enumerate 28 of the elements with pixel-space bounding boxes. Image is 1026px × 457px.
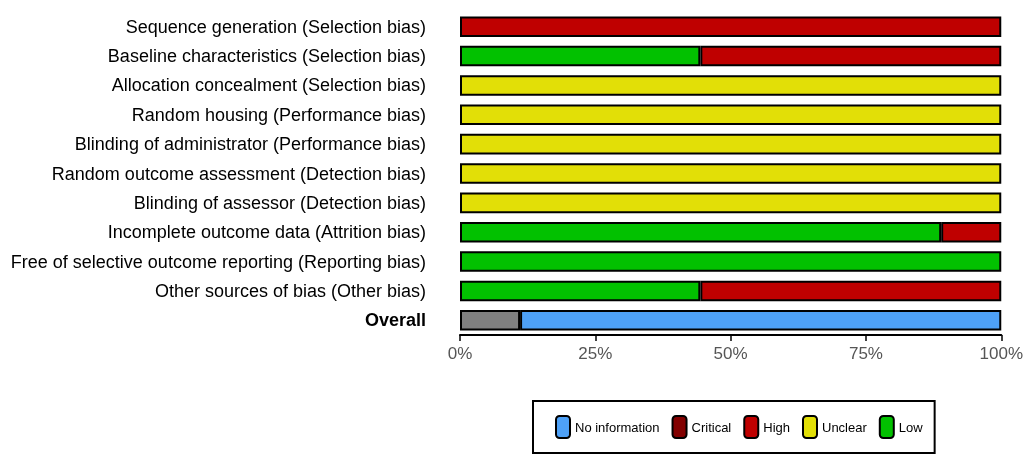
x-tick-label: 50%: [713, 344, 748, 363]
y-tick-label: Other sources of bias (Other bias): [154, 280, 426, 301]
x-tick-label: 75%: [848, 344, 883, 363]
legend-label: High: [763, 419, 791, 435]
legend-label: Low: [898, 419, 924, 435]
y-tick-label: Blinding of assessor (Detection bias): [133, 192, 426, 213]
x-tick-label: 0%: [447, 344, 473, 363]
y-tick-label: Incomplete outcome data (Attrition bias): [107, 222, 426, 243]
bar: [460, 75, 1002, 96]
legend-label: Unclear: [822, 419, 868, 435]
y-tick-label: Random outcome assessment (Detection bias): [51, 163, 426, 184]
bar: [460, 133, 1002, 155]
legend-label: No information: [575, 419, 660, 435]
y-tick-label: Sequence generation (Selection bias): [125, 16, 426, 37]
bar: [460, 16, 1002, 37]
y-tick-label: Free of selective outcome reporting (Reporting bias): [10, 251, 426, 272]
y-tick-label: Baseline characteristics (Selection bias): [107, 46, 426, 67]
y-tick-label: Blinding of administrator (Performance bias): [74, 134, 426, 155]
y-tick-label: Random housing (Performance bias): [131, 104, 426, 125]
y-tick-label: Overall: [364, 310, 426, 331]
legend-label: Critical: [691, 419, 732, 435]
x-tick-label: 100%: [979, 344, 1023, 363]
x-tick-label: 25%: [578, 344, 613, 363]
bar: [460, 251, 1002, 272]
y-tick-label: Allocation concealment (Selection bias): [111, 75, 426, 96]
bar: [460, 163, 1002, 184]
bar: [460, 192, 1002, 214]
bar: [460, 104, 1002, 126]
